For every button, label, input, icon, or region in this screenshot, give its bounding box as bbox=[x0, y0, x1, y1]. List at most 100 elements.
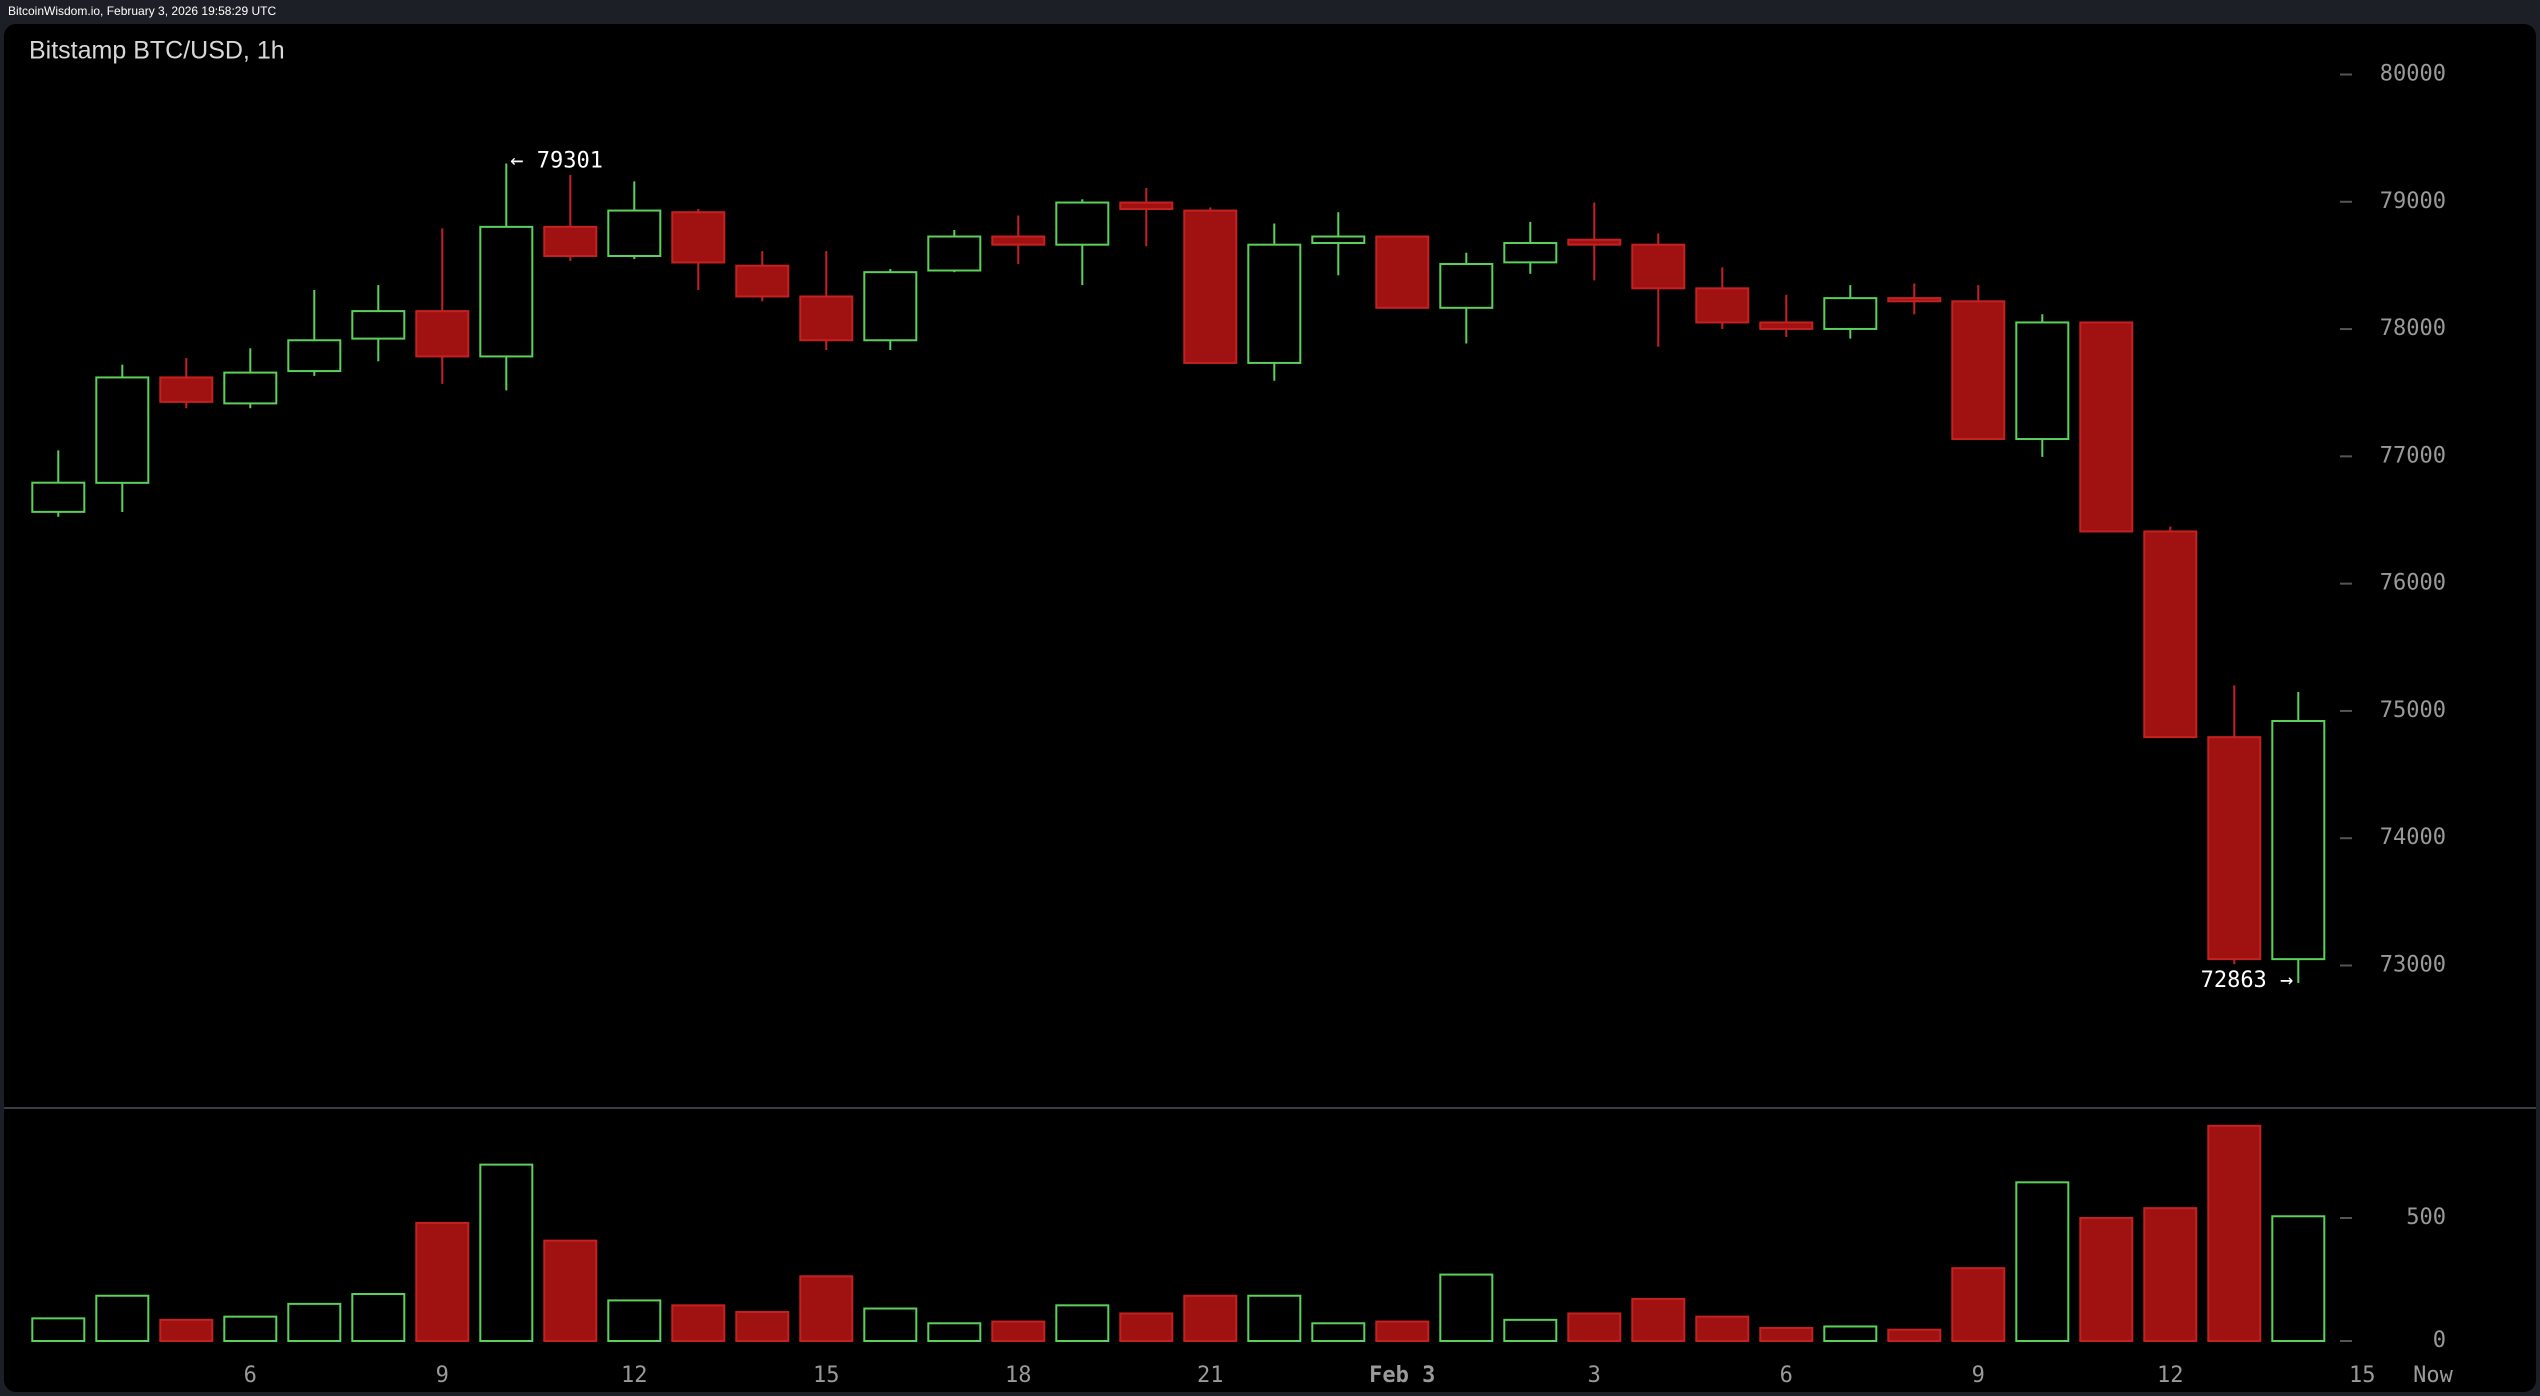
candle-body bbox=[671, 211, 726, 264]
volume-bar bbox=[95, 1294, 150, 1342]
candle-body bbox=[1951, 300, 2006, 441]
candle-body bbox=[159, 376, 214, 403]
candle-body bbox=[607, 209, 662, 258]
volume-bar bbox=[1311, 1322, 1366, 1342]
volume-bar bbox=[415, 1221, 470, 1343]
x-tick-label: 12 bbox=[2157, 1363, 2184, 1388]
volume-bar bbox=[2143, 1207, 2198, 1343]
volume-bar bbox=[2015, 1181, 2070, 1342]
x-tick-label: 9 bbox=[1972, 1363, 1985, 1388]
y-tick-label: 77000 bbox=[2380, 443, 2446, 468]
low-annotation: 72863 → bbox=[2201, 968, 2294, 993]
y-tick-label: 76000 bbox=[2380, 571, 2446, 596]
candle-body bbox=[1247, 243, 1302, 364]
volume-tick-label: 0 bbox=[2433, 1328, 2446, 1353]
candle-body bbox=[2143, 530, 2198, 739]
volume-bar bbox=[1823, 1325, 1878, 1342]
x-now-label: Now bbox=[2413, 1363, 2453, 1388]
candle-body bbox=[1887, 297, 1942, 303]
candle-body bbox=[31, 481, 86, 513]
x-tick-label: 18 bbox=[1005, 1363, 1032, 1388]
high-annotation: ← 79301 bbox=[510, 148, 603, 173]
x-tick-label: 15 bbox=[2349, 1363, 2376, 1388]
volume-bar bbox=[543, 1239, 598, 1342]
candle-body bbox=[2271, 719, 2326, 961]
y-tick-label: 75000 bbox=[2380, 698, 2446, 723]
volume-bar bbox=[2207, 1124, 2262, 1342]
candle-body bbox=[1311, 235, 1366, 245]
candle-body bbox=[287, 339, 342, 373]
candle-body bbox=[735, 264, 790, 298]
chart-panel bbox=[4, 24, 2536, 1392]
y-tick-label: 74000 bbox=[2380, 825, 2446, 850]
candle-body bbox=[1183, 209, 1238, 364]
volume-bar bbox=[1375, 1320, 1430, 1343]
volume-tick-label: 500 bbox=[2406, 1205, 2446, 1230]
candle-body bbox=[479, 225, 534, 358]
x-tick-label: 15 bbox=[813, 1363, 840, 1388]
volume-bar bbox=[287, 1302, 342, 1343]
volume-bar bbox=[1183, 1294, 1238, 1342]
x-tick-label: 9 bbox=[436, 1363, 449, 1388]
volume-bar bbox=[1439, 1273, 1494, 1342]
candle-body bbox=[95, 376, 150, 484]
y-tick-label: 78000 bbox=[2380, 316, 2446, 341]
x-tick-label: 21 bbox=[1197, 1363, 1224, 1388]
volume-bar bbox=[863, 1307, 918, 1342]
candle-body bbox=[2079, 321, 2134, 533]
candle-body bbox=[2207, 736, 2262, 961]
volume-bar bbox=[671, 1304, 726, 1342]
volume-bar bbox=[799, 1275, 854, 1342]
candle-body bbox=[799, 295, 854, 342]
candle-body bbox=[1375, 235, 1430, 309]
volume-bar bbox=[2271, 1215, 2326, 1342]
header: BitcoinWisdom.io, February 3, 2026 19:58… bbox=[8, 4, 276, 18]
volume-bar bbox=[1759, 1326, 1814, 1343]
volume-bar bbox=[1631, 1297, 1686, 1342]
volume-bar bbox=[1951, 1267, 2006, 1342]
candle-body bbox=[1439, 263, 1494, 309]
candle-body bbox=[1823, 297, 1878, 330]
x-tick-label: 6 bbox=[1780, 1363, 1793, 1388]
volume-bar bbox=[2079, 1217, 2134, 1342]
candle-body bbox=[1759, 321, 1814, 330]
volume-bar bbox=[1055, 1304, 1110, 1342]
candle-body bbox=[1695, 287, 1750, 324]
candle-body bbox=[1631, 243, 1686, 290]
volume-bar bbox=[1247, 1294, 1302, 1342]
candle-body bbox=[223, 371, 278, 405]
candle-body bbox=[863, 271, 918, 342]
x-tick-label: 6 bbox=[244, 1363, 257, 1388]
volume-bar bbox=[991, 1320, 1046, 1343]
y-tick-label: 80000 bbox=[2380, 61, 2446, 86]
candle-body bbox=[927, 235, 982, 272]
candle-body bbox=[991, 235, 1046, 246]
y-tick-label: 73000 bbox=[2380, 953, 2446, 978]
y-tick-label: 79000 bbox=[2380, 189, 2446, 214]
candle-body bbox=[1567, 238, 1622, 246]
volume-bar bbox=[1887, 1328, 1942, 1342]
volume-bar bbox=[479, 1163, 534, 1343]
candle-body bbox=[1119, 201, 1174, 211]
chart-title: Bitstamp BTC/USD, 1h bbox=[29, 37, 285, 65]
candle-body bbox=[2015, 321, 2070, 441]
candle-body bbox=[543, 225, 598, 258]
volume-bar bbox=[351, 1293, 406, 1343]
candle-body bbox=[351, 310, 406, 340]
volume-bar bbox=[735, 1310, 790, 1343]
volume-bar bbox=[159, 1318, 214, 1342]
volume-bar bbox=[927, 1322, 982, 1342]
volume-bar bbox=[607, 1299, 662, 1343]
volume-bar bbox=[1695, 1315, 1750, 1342]
x-tick-label: Feb 3 bbox=[1369, 1363, 1435, 1388]
volume-bar bbox=[1119, 1312, 1174, 1342]
x-tick-label: 12 bbox=[621, 1363, 648, 1388]
volume-bar bbox=[1503, 1318, 1558, 1342]
candle-body bbox=[1055, 201, 1110, 246]
volume-bar bbox=[1567, 1312, 1622, 1342]
candle-body bbox=[415, 310, 470, 358]
volume-bar bbox=[223, 1315, 278, 1342]
x-tick-label: 3 bbox=[1588, 1363, 1601, 1388]
